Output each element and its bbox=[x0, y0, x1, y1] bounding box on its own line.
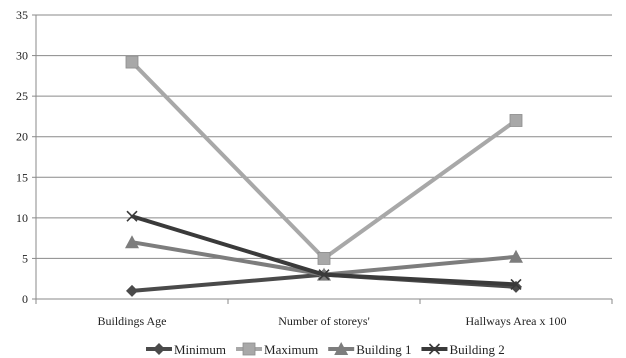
legend-marker bbox=[242, 342, 256, 356]
data-point bbox=[126, 210, 138, 222]
gridlines bbox=[36, 14, 612, 259]
legend-marker bbox=[428, 343, 441, 355]
legend-label: Building 2 bbox=[449, 342, 504, 357]
legend-item: Minimum bbox=[146, 342, 226, 357]
legend-label: Maximum bbox=[264, 342, 318, 357]
data-point bbox=[125, 235, 139, 249]
data-point bbox=[126, 284, 138, 297]
series-maximum bbox=[125, 55, 523, 265]
x-axis-ticks: Buildings Age Number of storeys' Hallways … bbox=[35, 299, 613, 328]
x-tick-label: Buildings Age bbox=[97, 314, 166, 328]
x-tick-label: Hallways Area x 100 bbox=[466, 314, 567, 328]
legend-item: Maximum bbox=[236, 342, 318, 357]
series-group bbox=[125, 55, 523, 297]
legend-item: Building 1 bbox=[328, 342, 411, 357]
series-line bbox=[130, 60, 518, 261]
series-building-2 bbox=[126, 210, 522, 290]
y-tick-label: 10 bbox=[16, 211, 28, 225]
axes bbox=[35, 15, 612, 300]
y-axis-ticks: 0 5 10 15 20 25 30 35 bbox=[16, 8, 36, 306]
legend-marker bbox=[334, 342, 349, 355]
y-tick-label: 25 bbox=[16, 89, 28, 103]
y-tick-label: 30 bbox=[16, 49, 28, 63]
y-tick-label: 15 bbox=[16, 170, 28, 184]
legend: Minimum Maximum Building 1 Building 2 bbox=[146, 342, 505, 357]
data-point bbox=[318, 269, 330, 281]
data-point bbox=[509, 249, 523, 263]
y-tick-label: 5 bbox=[22, 251, 28, 265]
data-point bbox=[125, 55, 139, 69]
legend-item: Building 2 bbox=[421, 342, 505, 357]
y-tick-label: 0 bbox=[22, 292, 28, 306]
data-point bbox=[510, 278, 522, 290]
x-tick-label: Number of storeys' bbox=[278, 314, 369, 328]
legend-label: Building 1 bbox=[356, 342, 411, 357]
data-point bbox=[317, 252, 331, 265]
legend-marker bbox=[153, 343, 165, 355]
y-tick-label: 35 bbox=[16, 8, 28, 22]
legend-label: Minimum bbox=[174, 342, 226, 357]
data-point bbox=[509, 114, 523, 127]
y-tick-label: 20 bbox=[16, 130, 28, 144]
